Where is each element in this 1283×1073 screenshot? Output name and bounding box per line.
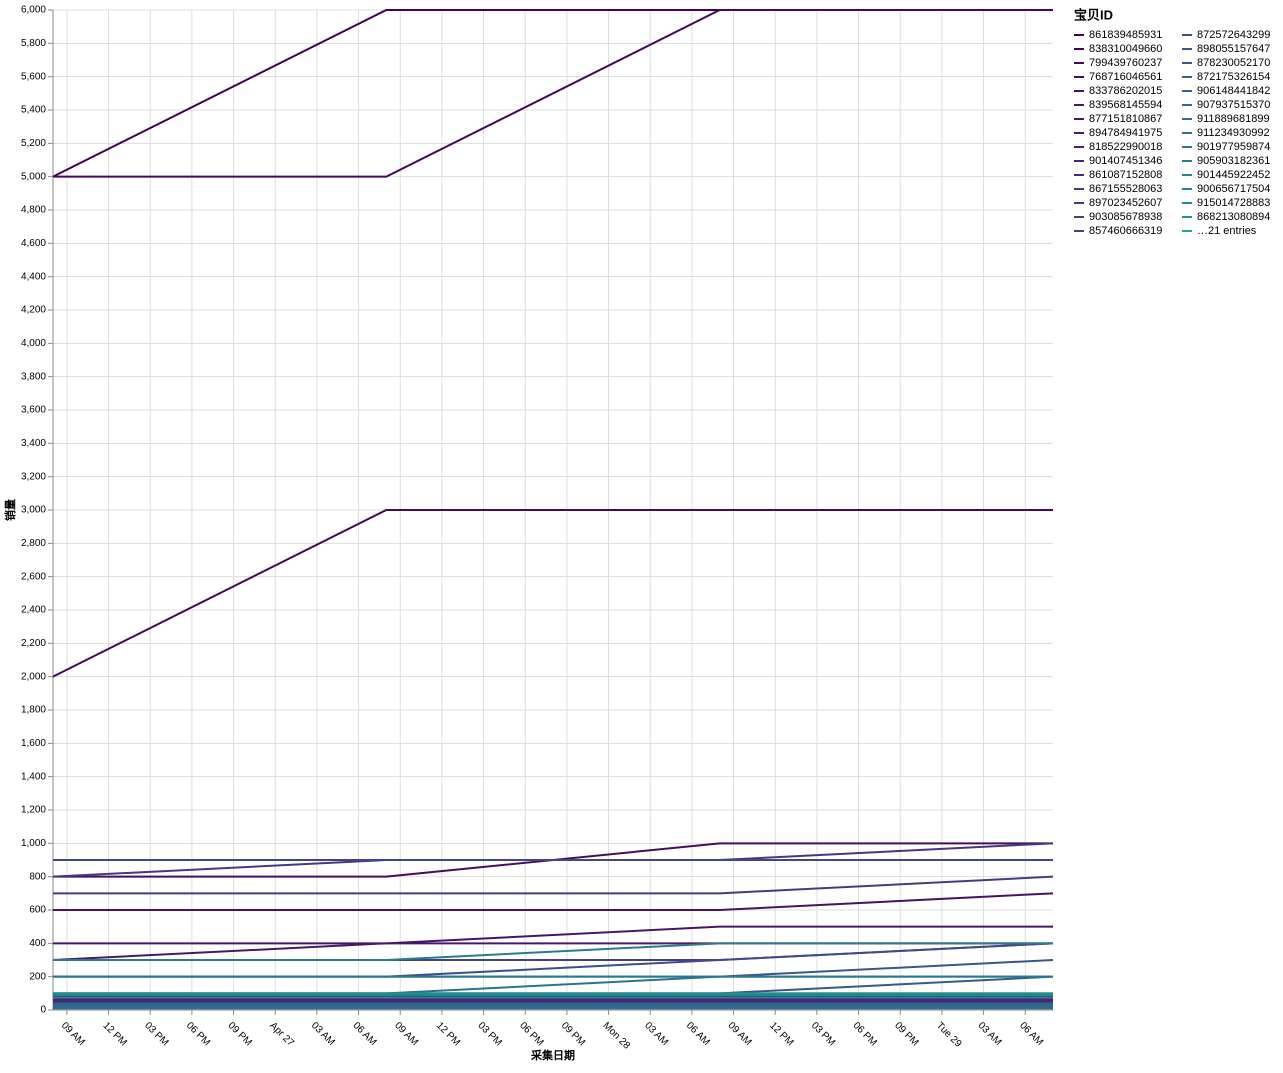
x-tick-label: 06 AM <box>684 1020 712 1048</box>
y-tick-label: 1,200 <box>21 805 46 816</box>
y-tick-label: 5,200 <box>21 138 46 149</box>
y-tick-label: 6,000 <box>21 5 46 16</box>
legend-label: 799439760237 <box>1089 57 1162 69</box>
y-tick-label: 1,400 <box>21 771 46 782</box>
legend-label: 907937515370 <box>1197 99 1270 111</box>
series-line <box>53 9 1053 178</box>
legend-label: 839568145594 <box>1089 99 1162 111</box>
x-tick-label: 06 AM <box>351 1020 379 1048</box>
y-tick-label: 3,800 <box>21 371 46 382</box>
y-tick-label: 3,600 <box>21 405 46 416</box>
x-tick-label: 09 AM <box>59 1020 87 1048</box>
y-tick-label: 3,400 <box>21 438 46 449</box>
x-tick-label: 09 PM <box>892 1020 920 1048</box>
legend-label: 901977959874 <box>1197 141 1270 153</box>
y-tick-label: 0 <box>40 1005 46 1016</box>
legend-label: 818522990018 <box>1089 141 1162 153</box>
x-tick-label: 03 PM <box>142 1020 170 1048</box>
y-tick-label: 5,000 <box>21 171 46 182</box>
legend-label: 901407451346 <box>1089 155 1162 167</box>
x-tick-label: 06 AM <box>1017 1020 1045 1048</box>
x-tick-label: 09 AM <box>392 1020 420 1048</box>
x-tick-label: 09 PM <box>559 1020 587 1048</box>
legend-label: 915014728883 <box>1197 197 1270 209</box>
x-tick-label: 09 PM <box>226 1020 254 1048</box>
x-tick-label: 03 PM <box>809 1020 837 1048</box>
x-tick-label: Apr 27 <box>267 1020 296 1049</box>
x-tick-label: 06 PM <box>517 1020 545 1048</box>
x-tick-label: Tue 29 <box>934 1020 964 1050</box>
legend-label: 897023452607 <box>1089 197 1162 209</box>
x-tick-label: 06 PM <box>851 1020 879 1048</box>
legend-label: 861839485931 <box>1089 29 1162 41</box>
x-tick-label: 12 PM <box>101 1020 129 1048</box>
y-tick-label: 2,200 <box>21 638 46 649</box>
x-tick-label: 03 AM <box>642 1020 670 1048</box>
y-tick-label: 4,200 <box>21 305 46 316</box>
y-tick-label: 600 <box>29 905 46 916</box>
y-tick-label: 4,400 <box>21 271 46 282</box>
legend-label: 901445922452 <box>1197 169 1270 181</box>
legend-label: 911889681899 <box>1197 113 1270 125</box>
y-tick-label: 5,600 <box>21 71 46 82</box>
y-tick-label: 1,600 <box>21 738 46 749</box>
legend-label: 872175326154 <box>1197 71 1270 83</box>
y-tick-label: 200 <box>29 971 46 982</box>
y-tick-label: 5,800 <box>21 38 46 49</box>
legend-label: 868213080894 <box>1197 211 1270 223</box>
x-tick-label: 12 PM <box>434 1020 462 1048</box>
legend-title: 宝贝ID <box>1074 7 1113 22</box>
legend-label: 861087152808 <box>1089 169 1162 181</box>
y-tick-label: 1,000 <box>21 838 46 849</box>
x-tick-label: 06 PM <box>184 1020 212 1048</box>
x-tick-label: Mon 28 <box>601 1020 633 1052</box>
legend-label: 877151810867 <box>1089 113 1162 125</box>
y-tick-label: 800 <box>29 871 46 882</box>
series-line <box>52 509 1053 678</box>
series-line <box>53 892 1054 911</box>
y-tick-label: 3,200 <box>21 471 46 482</box>
y-tick-label: 4,000 <box>21 338 46 349</box>
series-line <box>53 925 1053 945</box>
y-tick-label: 2,600 <box>21 571 46 582</box>
y-tick-label: 400 <box>29 938 46 949</box>
x-axis-title: 采集日期 <box>530 1048 575 1062</box>
y-tick-label: 2,000 <box>21 671 46 682</box>
legend-label: 833786202015 <box>1089 85 1162 97</box>
y-axis-title: 销量 <box>3 499 17 521</box>
x-tick-label: 03 PM <box>476 1020 504 1048</box>
y-tick-label: 2,400 <box>21 605 46 616</box>
legend-label: 838310049660 <box>1089 43 1162 55</box>
legend-label: 857460666319 <box>1089 225 1162 237</box>
legend-label: 894784941975 <box>1089 127 1162 139</box>
legend-label: 872572643299 <box>1197 29 1270 41</box>
y-tick-label: 4,800 <box>21 205 46 216</box>
legend-label: 867155528063 <box>1089 183 1162 195</box>
y-tick-label: 3,000 <box>21 505 46 516</box>
series-line <box>53 875 1054 895</box>
series-line <box>53 942 1053 961</box>
x-tick-label: 09 AM <box>726 1020 754 1048</box>
x-tick-label: 03 AM <box>976 1020 1004 1048</box>
x-tick-label: 03 AM <box>309 1020 337 1048</box>
legend-label: 768716046561 <box>1089 71 1162 83</box>
legend-more: …21 entries <box>1197 225 1257 237</box>
legend-label: 903085678938 <box>1089 211 1162 223</box>
legend-label: 878230052170 <box>1197 57 1270 69</box>
y-tick-label: 4,600 <box>21 238 46 249</box>
x-tick-label: 12 PM <box>767 1020 795 1048</box>
legend-label: 900656717504 <box>1197 183 1270 195</box>
legend-label: 898055157647 <box>1197 43 1270 55</box>
legend-label: 905903182361 <box>1197 155 1270 167</box>
legend-label: 906148441842 <box>1197 85 1270 97</box>
legend-label: 911234930992 <box>1197 127 1270 139</box>
y-tick-label: 1,800 <box>21 705 46 716</box>
y-tick-label: 5,400 <box>21 105 46 116</box>
y-tick-label: 2,800 <box>21 538 46 549</box>
